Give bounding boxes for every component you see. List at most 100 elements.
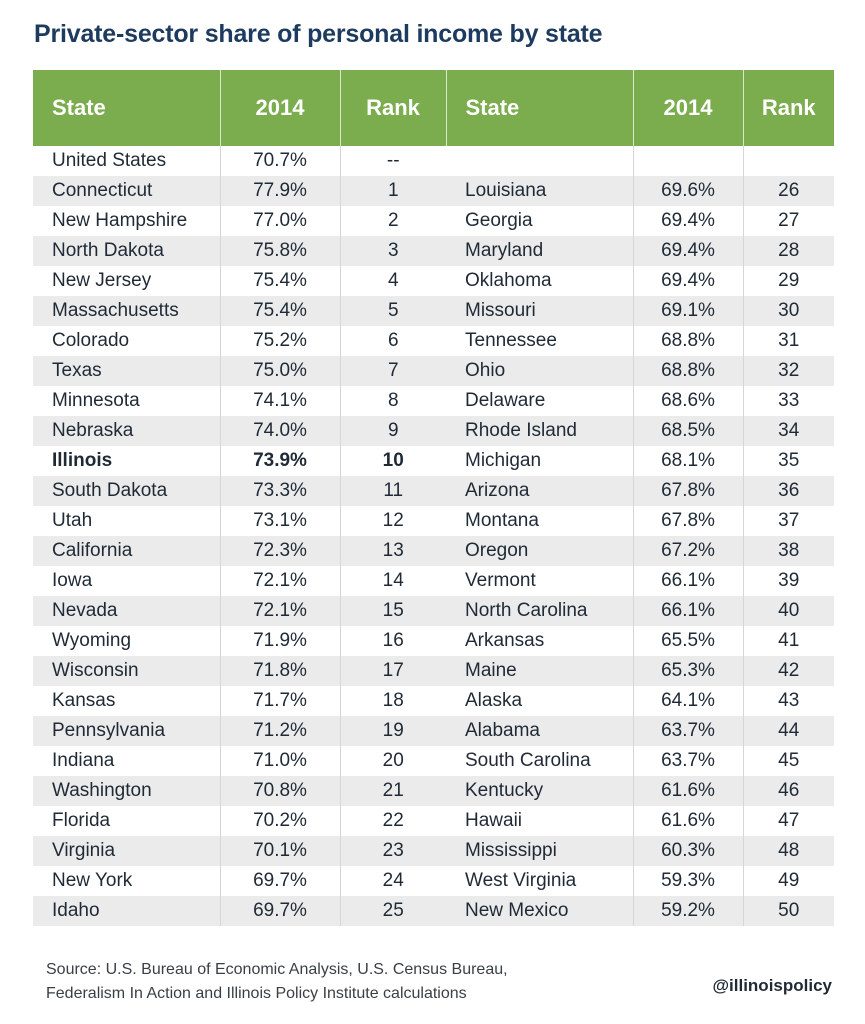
rank-cell: 34 — [743, 416, 834, 446]
value-cell: 75.4% — [220, 296, 341, 326]
state-cell: New Mexico — [446, 896, 634, 926]
state-cell: New York — [33, 866, 221, 896]
state-cell: Vermont — [446, 566, 634, 596]
value-cell: 61.6% — [633, 806, 744, 836]
state-cell: Oregon — [446, 536, 634, 566]
rank-cell: 41 — [743, 626, 834, 656]
state-cell: Iowa — [33, 566, 221, 596]
rank-cell: 28 — [743, 236, 834, 266]
table-row: Nebraska 74.0% 9 Rhode Island 68.5% 34 — [33, 416, 834, 446]
value-cell: 70.7% — [220, 146, 341, 176]
state-cell: Ohio — [446, 356, 634, 386]
state-cell: Mississippi — [446, 836, 634, 866]
state-cell: Virginia — [33, 836, 221, 866]
rank-cell: 22 — [340, 806, 446, 836]
rank-cell: 4 — [340, 266, 446, 296]
table-row: United States 70.7% -- — [33, 146, 834, 176]
table-row: Wisconsin 71.8% 17 Maine 65.3% 42 — [33, 656, 834, 686]
table-row: New Jersey 75.4% 4 Oklahoma 69.4% 29 — [33, 266, 834, 296]
table-row: Texas 75.0% 7 Ohio 68.8% 32 — [33, 356, 834, 386]
header-row: State 2014 Rank State 2014 Rank — [33, 70, 834, 146]
state-cell: Hawaii — [446, 806, 634, 836]
header-rank-left: Rank — [340, 70, 447, 146]
rank-cell: 12 — [340, 506, 446, 536]
rank-cell: 6 — [340, 326, 446, 356]
source-line-1: Source: U.S. Bureau of Economic Analysis… — [46, 961, 508, 978]
table-row: Pennsylvania 71.2% 19 Alabama 63.7% 44 — [33, 716, 834, 746]
state-cell: Massachusetts — [33, 296, 221, 326]
table-body: United States 70.7% -- Connecticut 77.9% 1 Lou… — [33, 146, 834, 926]
rank-cell: 38 — [743, 536, 834, 566]
rank-cell: 50 — [743, 896, 834, 926]
value-cell: 71.9% — [220, 626, 341, 656]
state-cell: South Carolina — [446, 746, 634, 776]
rank-cell: 31 — [743, 326, 834, 356]
header-year-left: 2014 — [220, 70, 341, 146]
value-cell: 71.0% — [220, 746, 341, 776]
social-handle: @illinoispolicy — [712, 976, 832, 995]
state-cell: West Virginia — [446, 866, 634, 896]
value-cell: 68.8% — [633, 356, 744, 386]
state-cell: Oklahoma — [446, 266, 634, 296]
value-cell: 59.2% — [633, 896, 744, 926]
rank-cell: 26 — [743, 176, 834, 206]
value-cell: 69.4% — [633, 236, 744, 266]
state-cell: Delaware — [446, 386, 634, 416]
value-cell: 67.8% — [633, 506, 744, 536]
chart-title: Private-sector share of personal income … — [34, 20, 603, 48]
value-cell: 77.0% — [220, 206, 341, 236]
value-cell: 74.0% — [220, 416, 341, 446]
state-cell — [446, 146, 634, 176]
value-cell: 68.5% — [633, 416, 744, 446]
rank-cell: 7 — [340, 356, 446, 386]
rank-cell: 27 — [743, 206, 834, 236]
rank-cell: 17 — [340, 656, 446, 686]
state-cell: Minnesota — [33, 386, 221, 416]
state-cell: Florida — [33, 806, 221, 836]
rank-cell: 19 — [340, 716, 446, 746]
table-row: Connecticut 77.9% 1 Louisiana 69.6% 26 — [33, 176, 834, 206]
table-row: Idaho 69.7% 25 New Mexico 59.2% 50 — [33, 896, 834, 926]
table-row: New Hampshire 77.0% 2 Georgia 69.4% 27 — [33, 206, 834, 236]
table-row: Indiana 71.0% 20 South Carolina 63.7% 45 — [33, 746, 834, 776]
value-cell: 71.7% — [220, 686, 341, 716]
state-cell: Arizona — [446, 476, 634, 506]
value-cell: 66.1% — [633, 596, 744, 626]
state-cell: Texas — [33, 356, 221, 386]
rank-cell: 23 — [340, 836, 446, 866]
table-row: Virginia 70.1% 23 Mississippi 60.3% 48 — [33, 836, 834, 866]
value-cell: 77.9% — [220, 176, 341, 206]
state-cell: Nevada — [33, 596, 221, 626]
value-cell: 72.1% — [220, 596, 341, 626]
rank-cell: 39 — [743, 566, 834, 596]
state-cell: Maine — [446, 656, 634, 686]
state-cell: Louisiana — [446, 176, 634, 206]
value-cell: 72.1% — [220, 566, 341, 596]
rank-cell: 8 — [340, 386, 446, 416]
value-cell: 74.1% — [220, 386, 341, 416]
rank-cell: 30 — [743, 296, 834, 326]
value-cell: 65.5% — [633, 626, 744, 656]
state-cell: New Jersey — [33, 266, 221, 296]
value-cell: 70.2% — [220, 806, 341, 836]
value-cell: 70.1% — [220, 836, 341, 866]
rank-cell: 13 — [340, 536, 446, 566]
value-cell: 70.8% — [220, 776, 341, 806]
value-cell: 67.2% — [633, 536, 744, 566]
state-cell: Nebraska — [33, 416, 221, 446]
state-cell: Kansas — [33, 686, 221, 716]
rank-cell: 24 — [340, 866, 446, 896]
state-cell: Idaho — [33, 896, 221, 926]
rank-cell: 35 — [743, 446, 834, 476]
rank-cell: 2 — [340, 206, 446, 236]
table-row: Nevada 72.1% 15 North Carolina 66.1% 40 — [33, 596, 834, 626]
state-cell: United States — [33, 146, 221, 176]
state-cell: Kentucky — [446, 776, 634, 806]
rank-cell: 10 — [340, 446, 446, 476]
state-cell: Rhode Island — [446, 416, 634, 446]
state-cell: Tennessee — [446, 326, 634, 356]
rank-cell: 3 — [340, 236, 446, 266]
table-row: South Dakota 73.3% 11 Arizona 67.8% 36 — [33, 476, 834, 506]
rank-cell: 47 — [743, 806, 834, 836]
value-cell: 69.4% — [633, 206, 744, 236]
